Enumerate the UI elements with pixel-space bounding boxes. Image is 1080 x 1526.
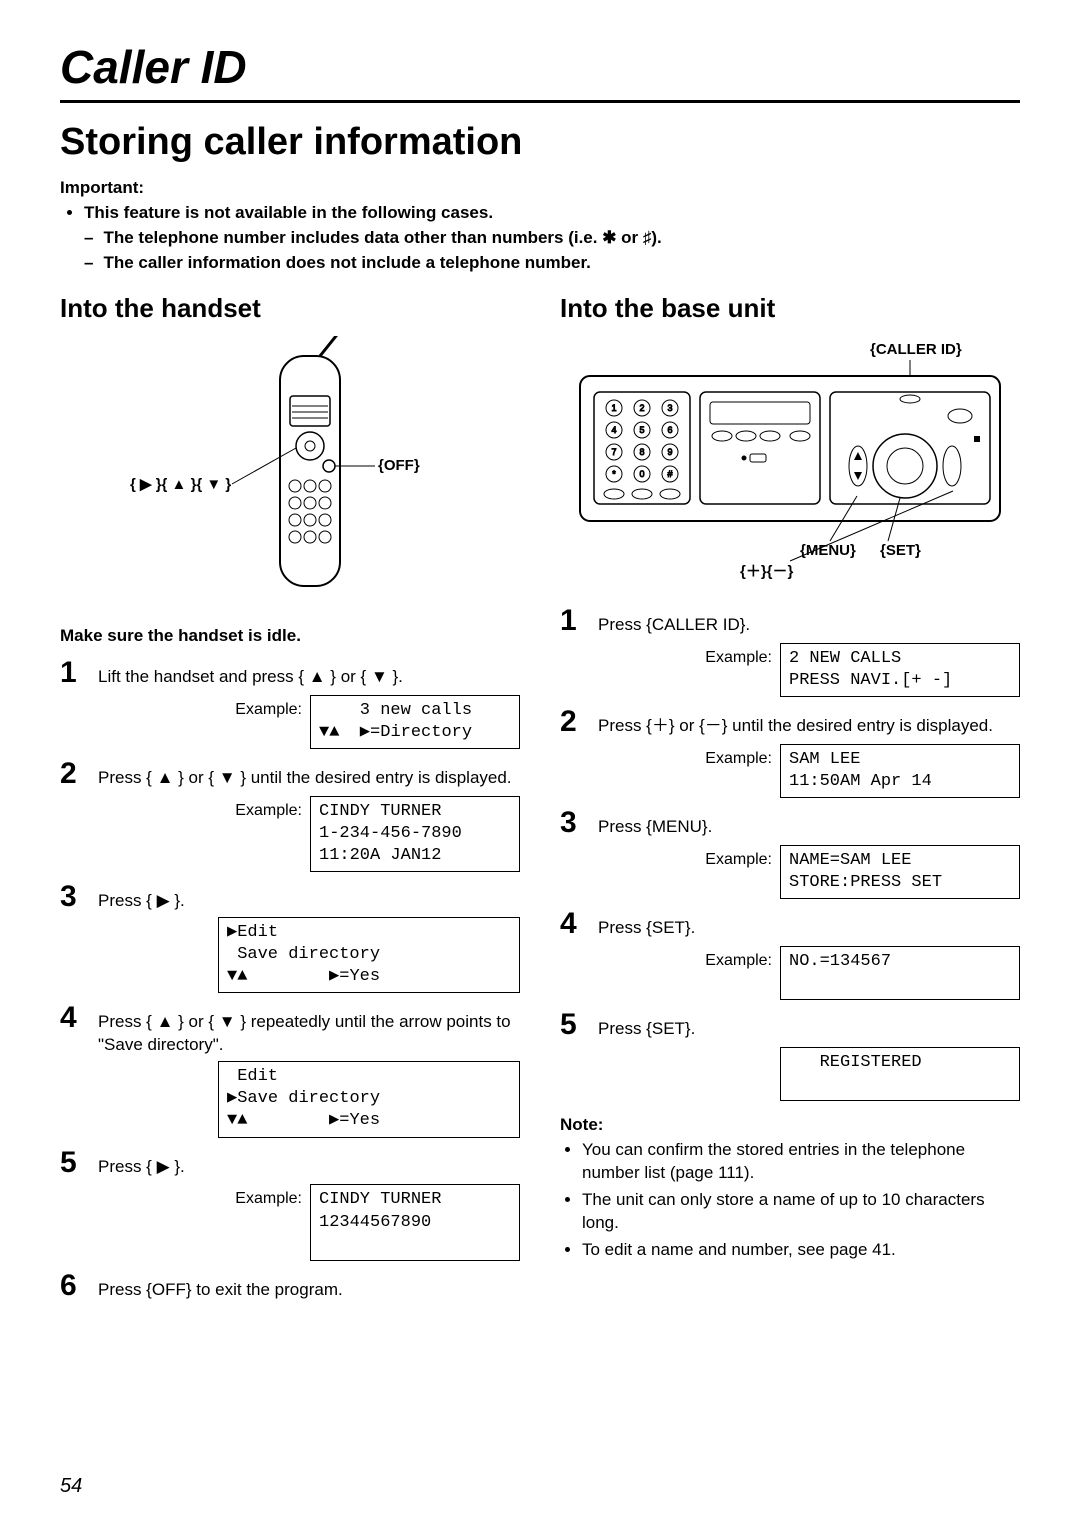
right-step-3-example-label: Example: xyxy=(705,845,772,871)
right-step-5-num: 5 xyxy=(560,1010,584,1101)
important-main: This feature is not available in the fol… xyxy=(84,203,493,222)
right-step-2-num: 2 xyxy=(560,707,584,798)
left-step-2-example-label: Example: xyxy=(235,796,302,822)
right-step-5-spacer xyxy=(768,1047,772,1073)
right-step-3-text: Press {MENU}. xyxy=(598,817,712,836)
left-step-2-num: 2 xyxy=(60,759,84,872)
left-step-3-text: Press { ▶ }. xyxy=(98,891,185,910)
left-step-4-num: 4 xyxy=(60,1003,84,1137)
important-sub-2: The caller information does not include … xyxy=(104,252,1020,275)
base-callerid-callout: {CALLER ID} xyxy=(870,341,962,358)
base-illustration: {CALLER ID} 1 2 3 4 5 6 7 8 9 * 0 xyxy=(560,336,1020,586)
base-menu-callout: {MENU} xyxy=(800,542,856,559)
right-step-4-num: 4 xyxy=(560,909,584,1000)
right-step-3-lcd: NAME=SAM LEE STORE:PRESS SET xyxy=(780,845,1020,899)
note-label: Note: xyxy=(560,1115,1020,1135)
note-list: You can confirm the stored entries in th… xyxy=(560,1139,1020,1262)
base-set-callout: {SET} xyxy=(880,542,921,559)
right-column: Into the base unit {CALLER ID} 1 2 3 4 5… xyxy=(560,293,1020,1312)
svg-text:4: 4 xyxy=(611,425,616,435)
idle-label: Make sure the handset is idle. xyxy=(60,626,520,646)
handset-off-key-callout: {OFF} xyxy=(378,457,420,474)
left-step-6-text: Press {OFF} to exit the program. xyxy=(98,1280,343,1299)
left-heading: Into the handset xyxy=(60,293,520,324)
right-step-2-lcd: SAM LEE 11:50AM Apr 14 xyxy=(780,744,1020,798)
note-3: To edit a name and number, see page 41. xyxy=(582,1239,1020,1262)
handset-illustration: { ▶ }{ ▲ }{ ▼ } {OFF} xyxy=(60,336,520,606)
right-step-4-text: Press {SET}. xyxy=(598,918,695,937)
svg-text:9: 9 xyxy=(667,447,672,457)
right-step-5-lcd: REGISTERED xyxy=(780,1047,1020,1101)
right-step-1-num: 1 xyxy=(560,606,584,697)
left-step-2-text: Press { ▲ } or { ▼ } until the desired e… xyxy=(98,768,512,787)
left-step-3-num: 3 xyxy=(60,882,84,993)
left-step-5-lcd: CINDY TURNER 12344567890 xyxy=(310,1184,520,1260)
rule xyxy=(60,100,1020,103)
right-step-2-example-label: Example: xyxy=(705,744,772,770)
note-2: The unit can only store a name of up to … xyxy=(582,1189,1020,1235)
left-step-1-lcd: 3 new calls ▼▲ ▶=Directory xyxy=(310,695,520,749)
left-column: Into the handset xyxy=(60,293,520,1312)
base-plusminus-callout: {＋}{－} xyxy=(740,563,794,580)
svg-text:8: 8 xyxy=(639,447,644,457)
right-step-1-example-label: Example: xyxy=(705,643,772,669)
left-step-4-lcd: Edit ▶Save directory ▼▲ ▶=Yes xyxy=(218,1061,520,1137)
right-step-1-text: Press {CALLER ID}. xyxy=(598,615,750,634)
svg-text:7: 7 xyxy=(611,447,616,457)
left-step-4-text: Press { ▲ } or { ▼ } repeatedly until th… xyxy=(98,1012,511,1054)
right-step-1-lcd: 2 NEW CALLS PRESS NAVI.[+ -] xyxy=(780,643,1020,697)
svg-text:*: * xyxy=(612,469,616,479)
svg-text:0: 0 xyxy=(639,469,644,479)
svg-text:6: 6 xyxy=(667,425,672,435)
svg-text:1: 1 xyxy=(611,403,616,413)
left-step-6-num: 6 xyxy=(60,1271,84,1302)
important-label: Important: xyxy=(60,178,1020,198)
right-step-5-text: Press {SET}. xyxy=(598,1019,695,1038)
left-step-2-lcd: CINDY TURNER 1-234-456-7890 11:20A JAN12 xyxy=(310,796,520,872)
svg-text:#: # xyxy=(667,469,672,479)
left-step-1-num: 1 xyxy=(60,658,84,749)
note-1: You can confirm the stored entries in th… xyxy=(582,1139,1020,1185)
section-title: Storing caller information xyxy=(60,121,1020,164)
svg-text:3: 3 xyxy=(667,403,672,413)
svg-text:5: 5 xyxy=(639,425,644,435)
handset-nav-keys-callout: { ▶ }{ ▲ }{ ▼ } xyxy=(130,476,231,493)
important-list: This feature is not available in the fol… xyxy=(60,202,1020,275)
right-step-3-num: 3 xyxy=(560,808,584,899)
left-step-5-num: 5 xyxy=(60,1148,84,1261)
svg-text:2: 2 xyxy=(639,403,644,413)
right-step-2-text: Press {＋} or {－} until the desired entry… xyxy=(598,716,993,735)
left-step-5-example-label: Example: xyxy=(235,1184,302,1210)
right-step-4-lcd: NO.=134567 xyxy=(780,946,1020,1000)
right-heading: Into the base unit xyxy=(560,293,1020,324)
left-step-5-text: Press { ▶ }. xyxy=(98,1157,185,1176)
right-step-4-example-label: Example: xyxy=(705,946,772,972)
left-step-1-example-label: Example: xyxy=(235,695,302,721)
left-step-3-lcd: ▶Edit Save directory ▼▲ ▶=Yes xyxy=(218,917,520,993)
chapter-title: Caller ID xyxy=(60,40,1020,94)
page-number: 54 xyxy=(60,1475,82,1498)
left-step-1-text: Lift the handset and press { ▲ } or { ▼ … xyxy=(98,667,403,686)
important-sub-1: The telephone number includes data other… xyxy=(104,227,1020,250)
